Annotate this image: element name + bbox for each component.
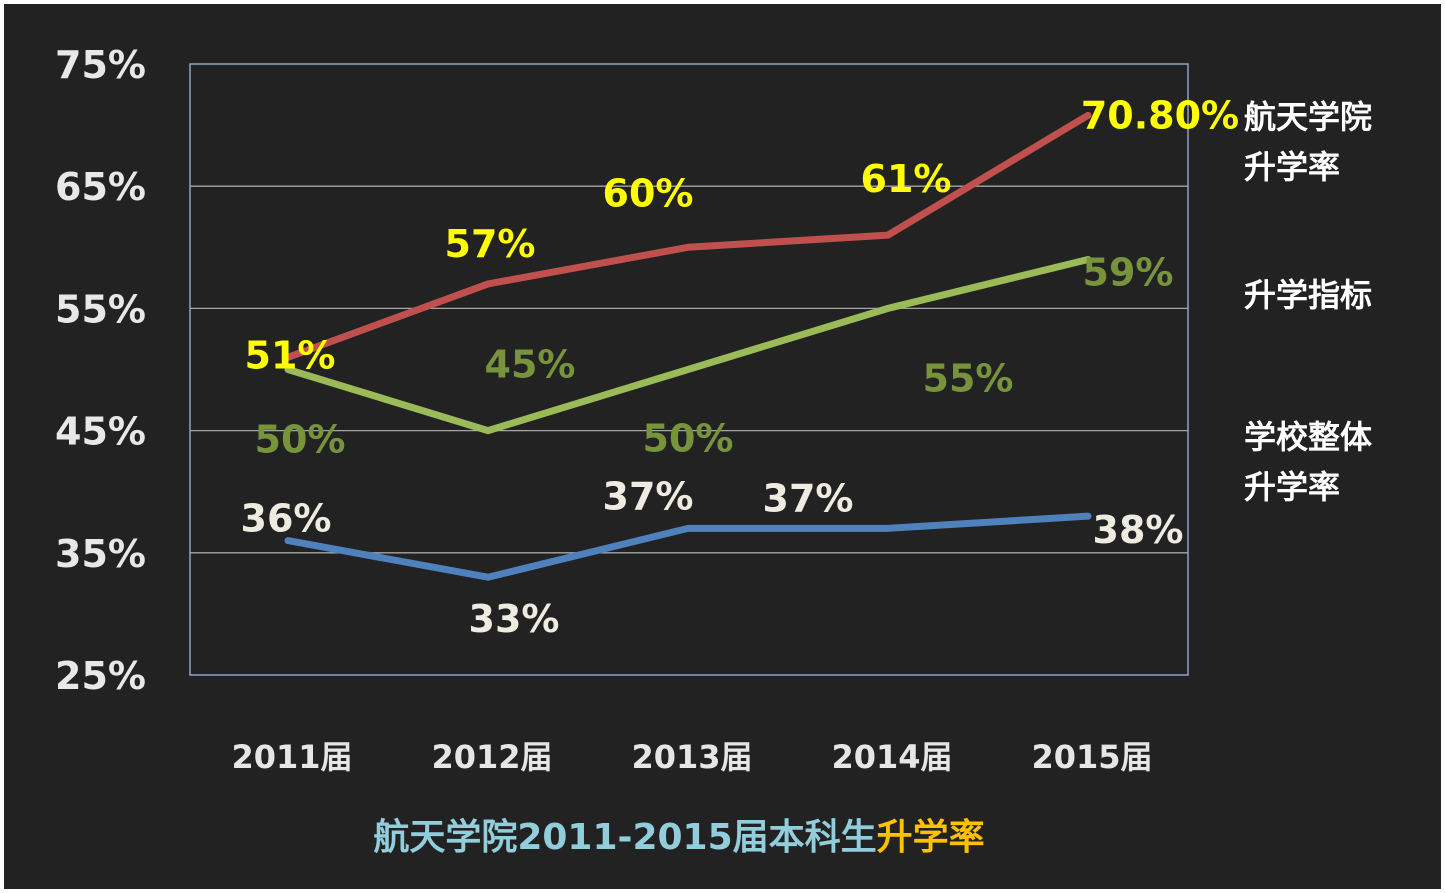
y-tick-label: 45% — [55, 410, 146, 454]
data-label-aero: 61% — [861, 157, 952, 201]
series-line-target — [284, 256, 1092, 435]
x-tick-label: 2014届 — [831, 738, 952, 776]
chart-title-accent: 升学率 — [877, 816, 985, 858]
legend-entry-aero: 升学率 — [1244, 148, 1340, 186]
data-label-target: 50% — [255, 418, 346, 462]
series-lines — [284, 111, 1092, 581]
series-line-aero — [284, 111, 1092, 361]
data-label-school: 37% — [763, 476, 854, 520]
legend-entry-school: 升学率 — [1244, 468, 1340, 506]
line-chart: 75%65%55%45%35%25% 2011届 2012届 2013届 2014届 2… — [55, 43, 1372, 858]
data-label-target: 59% — [1083, 251, 1174, 295]
data-label-target: 55% — [923, 356, 1014, 400]
legend-entry-target: 升学指标 — [1244, 276, 1372, 314]
x-axis-ticks: 2011届 2012届 2013届 2014届 2015届 — [231, 738, 1152, 776]
data-label-school: 36% — [241, 497, 332, 541]
y-axis-ticks: 75% 65% 55% 45% 35% 25% — [55, 43, 146, 698]
data-label-school: 38% — [1093, 508, 1184, 552]
y-tick-label: 55% — [55, 287, 146, 331]
x-tick-label: 2015届 — [1031, 738, 1152, 776]
chart-title-main: 航天学院2011-2015届本科生 — [373, 816, 876, 858]
data-label-aero: 57% — [445, 222, 536, 266]
y-tick-label: 65% — [55, 165, 146, 209]
x-tick-label: 2013届 — [631, 738, 752, 776]
plot-frame — [189, 63, 1189, 676]
y-tick-label: 75% — [55, 43, 146, 87]
data-label-target: 45% — [485, 343, 576, 387]
legend-entry-aero: 航天学院 — [1244, 98, 1372, 136]
y-tick-label: 25% — [55, 654, 146, 698]
series-line-school — [284, 512, 1092, 581]
data-label-school: 33% — [469, 597, 560, 641]
data-label-target: 50% — [643, 417, 734, 461]
data-label-aero: 70.80% — [1081, 93, 1239, 137]
data-labels: 51% 57% 60% 61% 70.80% 50% 45% 50% 55% 59% 36% 33% 3… — [241, 93, 1240, 641]
chart-canvas: 75% 65% 55% 45% 35% 25% 2011届 2012届 2013届 2014届 2… — [4, 4, 1441, 889]
data-label-aero: 60% — [603, 171, 694, 215]
chart-title: 航天学院2011-2015届本科生升学率 — [373, 816, 984, 858]
x-tick-label: 2011届 — [231, 738, 352, 776]
x-tick-label: 2012届 — [431, 738, 552, 776]
data-label-school: 37% — [603, 474, 694, 518]
legend-entry-school: 学校整体 — [1244, 418, 1372, 456]
y-tick-label: 35% — [55, 532, 146, 576]
data-label-aero: 51% — [245, 333, 336, 377]
